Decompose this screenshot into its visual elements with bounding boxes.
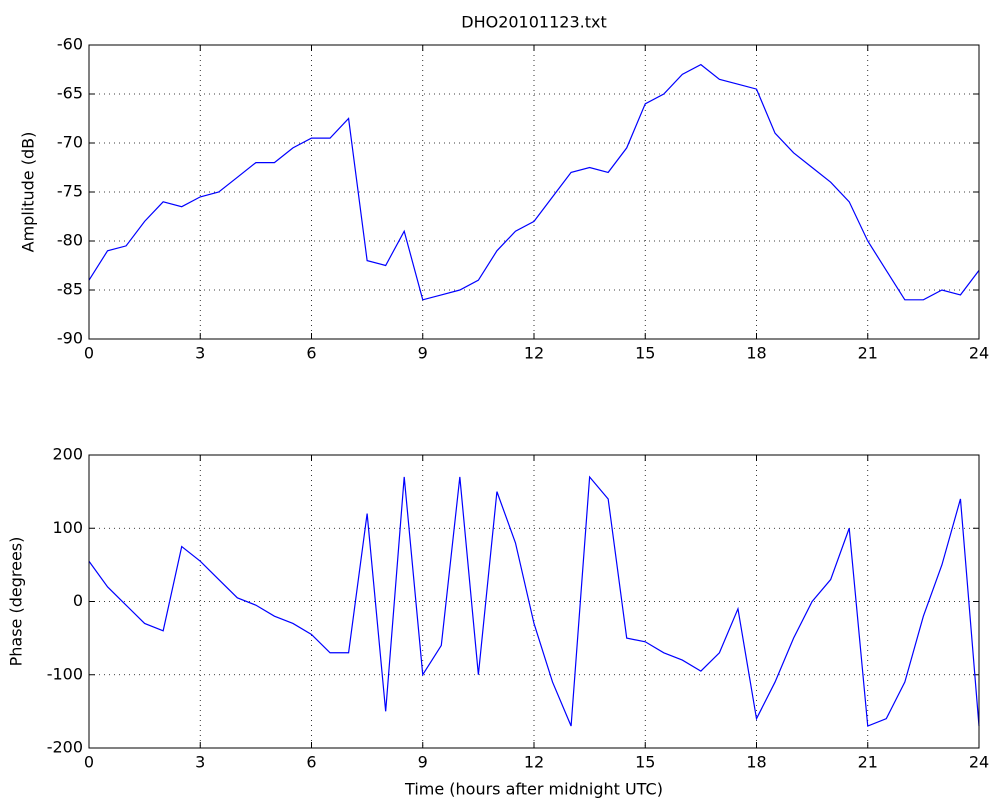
y-tick-label: -80 xyxy=(57,231,83,250)
x-tick-label: 18 xyxy=(746,753,766,772)
y-tick-label: 0 xyxy=(73,591,83,610)
y-tick-label: -60 xyxy=(57,35,83,54)
x-tick-label: 6 xyxy=(306,753,316,772)
x-tick-label: 12 xyxy=(524,753,544,772)
plot-frame xyxy=(88,454,980,749)
x-tick-label: 0 xyxy=(84,753,94,772)
x-tick-label: 9 xyxy=(418,753,428,772)
y-tick-label: -90 xyxy=(57,329,83,348)
data-line xyxy=(88,475,980,727)
x-tick-label: 21 xyxy=(858,344,878,363)
y-tick-label: -85 xyxy=(57,280,83,299)
y-axis-label: Amplitude (dB) xyxy=(19,132,38,253)
y-tick-label: -100 xyxy=(47,664,83,683)
x-tick-label: 3 xyxy=(195,344,205,363)
data-line xyxy=(88,63,980,301)
y-tick-label: -65 xyxy=(57,84,83,103)
x-tick-label: 15 xyxy=(635,344,655,363)
x-tick-label: 18 xyxy=(746,344,766,363)
x-tick-label: 24 xyxy=(969,753,989,772)
y-tick-label: -70 xyxy=(57,133,83,152)
x-tick-label: 9 xyxy=(418,344,428,363)
plot-frame xyxy=(88,44,980,340)
y-axis-label: Phase (degrees) xyxy=(7,537,26,667)
y-tick-label: 100 xyxy=(52,518,83,537)
x-tick-label: 12 xyxy=(524,344,544,363)
y-tick-label: 200 xyxy=(52,445,83,464)
x-tick-label: 24 xyxy=(969,344,989,363)
x-tick-label: 6 xyxy=(306,344,316,363)
chart-title: DHO20101123.txt xyxy=(461,13,606,32)
y-tick-label: -200 xyxy=(47,738,83,757)
x-tick-label: 3 xyxy=(195,753,205,772)
y-tick-label: -75 xyxy=(57,182,83,201)
x-tick-label: 15 xyxy=(635,753,655,772)
x-axis-label: Time (hours after midnight UTC) xyxy=(404,780,663,799)
x-tick-label: 21 xyxy=(858,753,878,772)
x-tick-label: 0 xyxy=(84,344,94,363)
